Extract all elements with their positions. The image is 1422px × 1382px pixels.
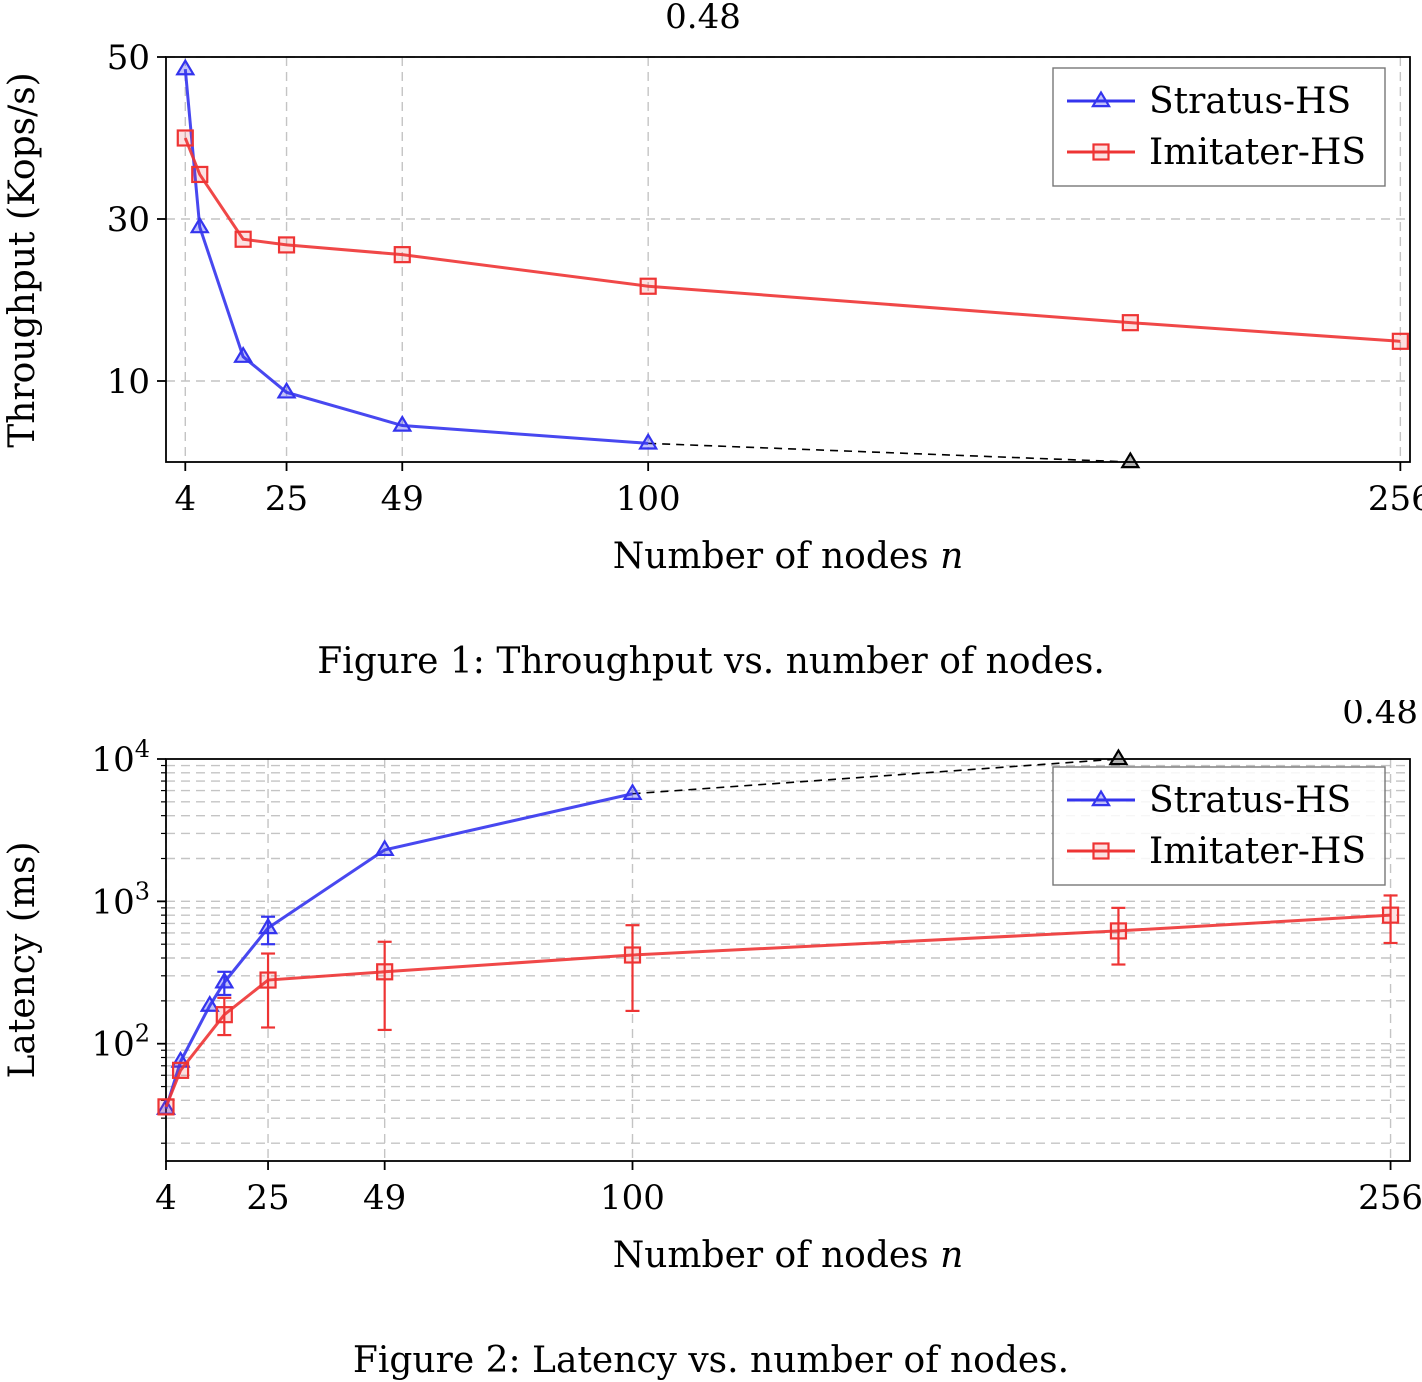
extrapolation-marker [1120, 451, 1141, 469]
data-point [176, 129, 194, 147]
data-point [258, 917, 279, 935]
data-point [392, 414, 413, 432]
data-point [277, 236, 296, 254]
series-line [164, 792, 633, 1110]
legend-label: Imitater-HS [1149, 132, 1366, 173]
legend-label: Imitater-HS [1149, 831, 1366, 872]
data-point [393, 246, 411, 264]
data-point [276, 381, 297, 399]
data-point [374, 839, 395, 857]
data-point [233, 346, 254, 363]
data-point [157, 1098, 175, 1116]
annotation-label: 0.48 [1342, 700, 1418, 732]
legend-label: Stratus-HS [1149, 81, 1351, 122]
x-axis-label: Number of nodes n [613, 1235, 964, 1276]
legend-marker [1090, 90, 1112, 108]
ticks [157, 758, 1392, 1170]
legend-box [1052, 766, 1386, 886]
legend: Stratus-HS Imitater-HS [1052, 766, 1386, 886]
throughput-chart: 4 25 49 100 256 10 30 50 Stratus-HS Imitater-HS 0.… [2, 0, 1422, 682]
data-point [259, 971, 277, 989]
plot-frame [165, 56, 1411, 463]
data-point [639, 277, 657, 295]
annotation-label: 0.48 [665, 0, 741, 37]
plot-frame [165, 758, 1411, 1162]
y-tick-label: 104 [91, 735, 150, 780]
data-point [191, 165, 209, 184]
extrapolation-line [648, 442, 1131, 463]
data-point [1121, 314, 1139, 332]
x-tick-label: 256 [1368, 479, 1422, 519]
data-point [215, 1006, 233, 1024]
series-line [183, 69, 649, 445]
legend: Stratus-HS Imitater-HS [1052, 67, 1386, 187]
extrapolation-marker [1108, 748, 1129, 766]
x-tick-label: 4 [174, 479, 196, 519]
data-point [175, 58, 196, 76]
y-tick-label: 10 [107, 362, 150, 402]
x-axis-label: Number of nodes n [613, 536, 964, 577]
legend-marker [1092, 842, 1110, 860]
data-point [638, 432, 659, 450]
data-point [199, 995, 220, 1012]
y-tick-label: 30 [107, 200, 150, 240]
data-point [171, 1061, 190, 1079]
x-tick-label: 100 [616, 479, 681, 519]
figure-caption: Figure 1: Throughput vs. number of nodes… [317, 641, 1105, 682]
series-Stratus-HS [155, 783, 643, 1115]
y-tick-label: 102 [91, 1020, 150, 1065]
y-tick-label: 103 [91, 877, 150, 922]
data-point [1381, 906, 1400, 924]
x-tick-label: 100 [600, 1178, 665, 1218]
series-Imitater-HS [157, 894, 1400, 1116]
legend-marker [1090, 789, 1112, 807]
extrapolation-line [632, 758, 1119, 795]
latency-chart: 4 25 49 100 256 102 103 104 Stratus-HS Imitater-H… [2, 700, 1422, 1381]
ticks [157, 56, 1402, 471]
series-Stratus-HS [175, 58, 659, 450]
data-point [1109, 922, 1128, 940]
figure-caption: Figure 2: Latency vs. number of nodes. [353, 1340, 1069, 1381]
legend-label: Stratus-HS [1149, 780, 1351, 821]
x-tick-label: 49 [363, 1178, 406, 1218]
y-axis-label: Throughput (Kops/s) [2, 72, 43, 447]
data-point [214, 971, 235, 989]
series-line [164, 913, 1391, 1108]
data-point [623, 946, 642, 964]
data-point [1391, 332, 1409, 350]
x-tick-label: 4 [155, 1178, 177, 1218]
data-point [622, 783, 643, 800]
y-axis-label: Latency (ms) [2, 842, 43, 1079]
series-line [183, 137, 1401, 343]
data-point [234, 230, 252, 248]
data-point [189, 216, 210, 234]
x-tick-label: 256 [1358, 1178, 1422, 1218]
legend-box [1052, 67, 1386, 187]
series-Imitater-HS [176, 129, 1409, 350]
x-tick-label: 25 [246, 1178, 289, 1218]
x-tick-label: 25 [265, 479, 308, 519]
x-tick-label: 49 [381, 479, 424, 519]
y-tick-label: 50 [107, 38, 150, 78]
data-point [376, 963, 394, 981]
legend-marker [1092, 143, 1110, 161]
